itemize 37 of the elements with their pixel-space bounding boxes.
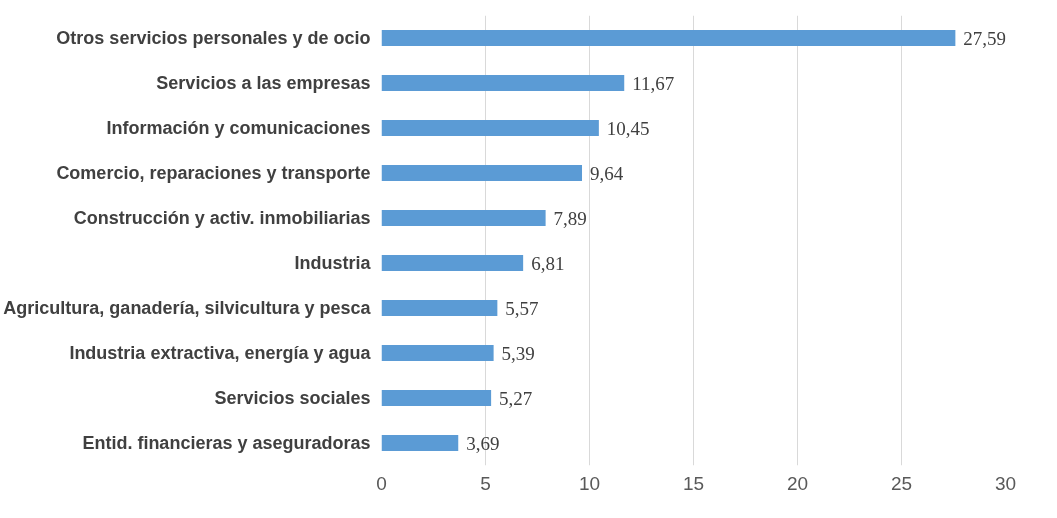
bar [381, 164, 583, 182]
data-label: 5,27 [499, 387, 533, 409]
x-tick-label: 20 [786, 472, 809, 494]
y-tick-label: Construcción y activ. inmobiliarias [73, 208, 371, 228]
bar [381, 29, 956, 47]
data-label: 3,69 [466, 432, 500, 454]
y-tick-label: Agricultura, ganadería, silvicultura y pesca [3, 298, 372, 318]
bar [381, 119, 599, 137]
y-tick-label: Comercio, reparaciones y transporte [56, 163, 371, 183]
data-label: 5,39 [501, 342, 535, 364]
y-tick-label: Servicios a las empresas [156, 73, 371, 93]
y-tick-label: Entid. financieras y aseguradoras [82, 433, 371, 453]
data-label: 11,67 [632, 72, 675, 94]
data-label: 5,57 [505, 297, 539, 319]
y-tick-label: Otros servicios personales y de ocio [56, 28, 371, 48]
data-label: 10,45 [606, 117, 650, 139]
bar [381, 344, 494, 362]
x-tick-label: 0 [376, 472, 387, 494]
data-label: 6,81 [531, 252, 565, 274]
x-tick-label: 25 [890, 472, 913, 494]
x-tick-label: 15 [682, 472, 705, 494]
bar [381, 74, 625, 92]
y-tick-label: Información y comunicaciones [106, 118, 371, 138]
x-tick-label: 5 [480, 472, 491, 494]
bar [381, 209, 546, 227]
x-tick-label: 10 [578, 472, 601, 494]
data-label: 9,64 [590, 162, 624, 184]
bar [381, 299, 498, 317]
bar [381, 434, 459, 452]
data-label: 27,59 [963, 27, 1007, 49]
bar [381, 389, 492, 407]
bar [381, 254, 524, 272]
x-tick-label: 30 [994, 472, 1017, 494]
y-tick-label: Servicios sociales [214, 388, 371, 408]
data-label: 7,89 [553, 207, 587, 229]
y-tick-label: Industria extractiva, energía y agua [69, 343, 372, 363]
y-tick-label: Industria [294, 253, 372, 273]
